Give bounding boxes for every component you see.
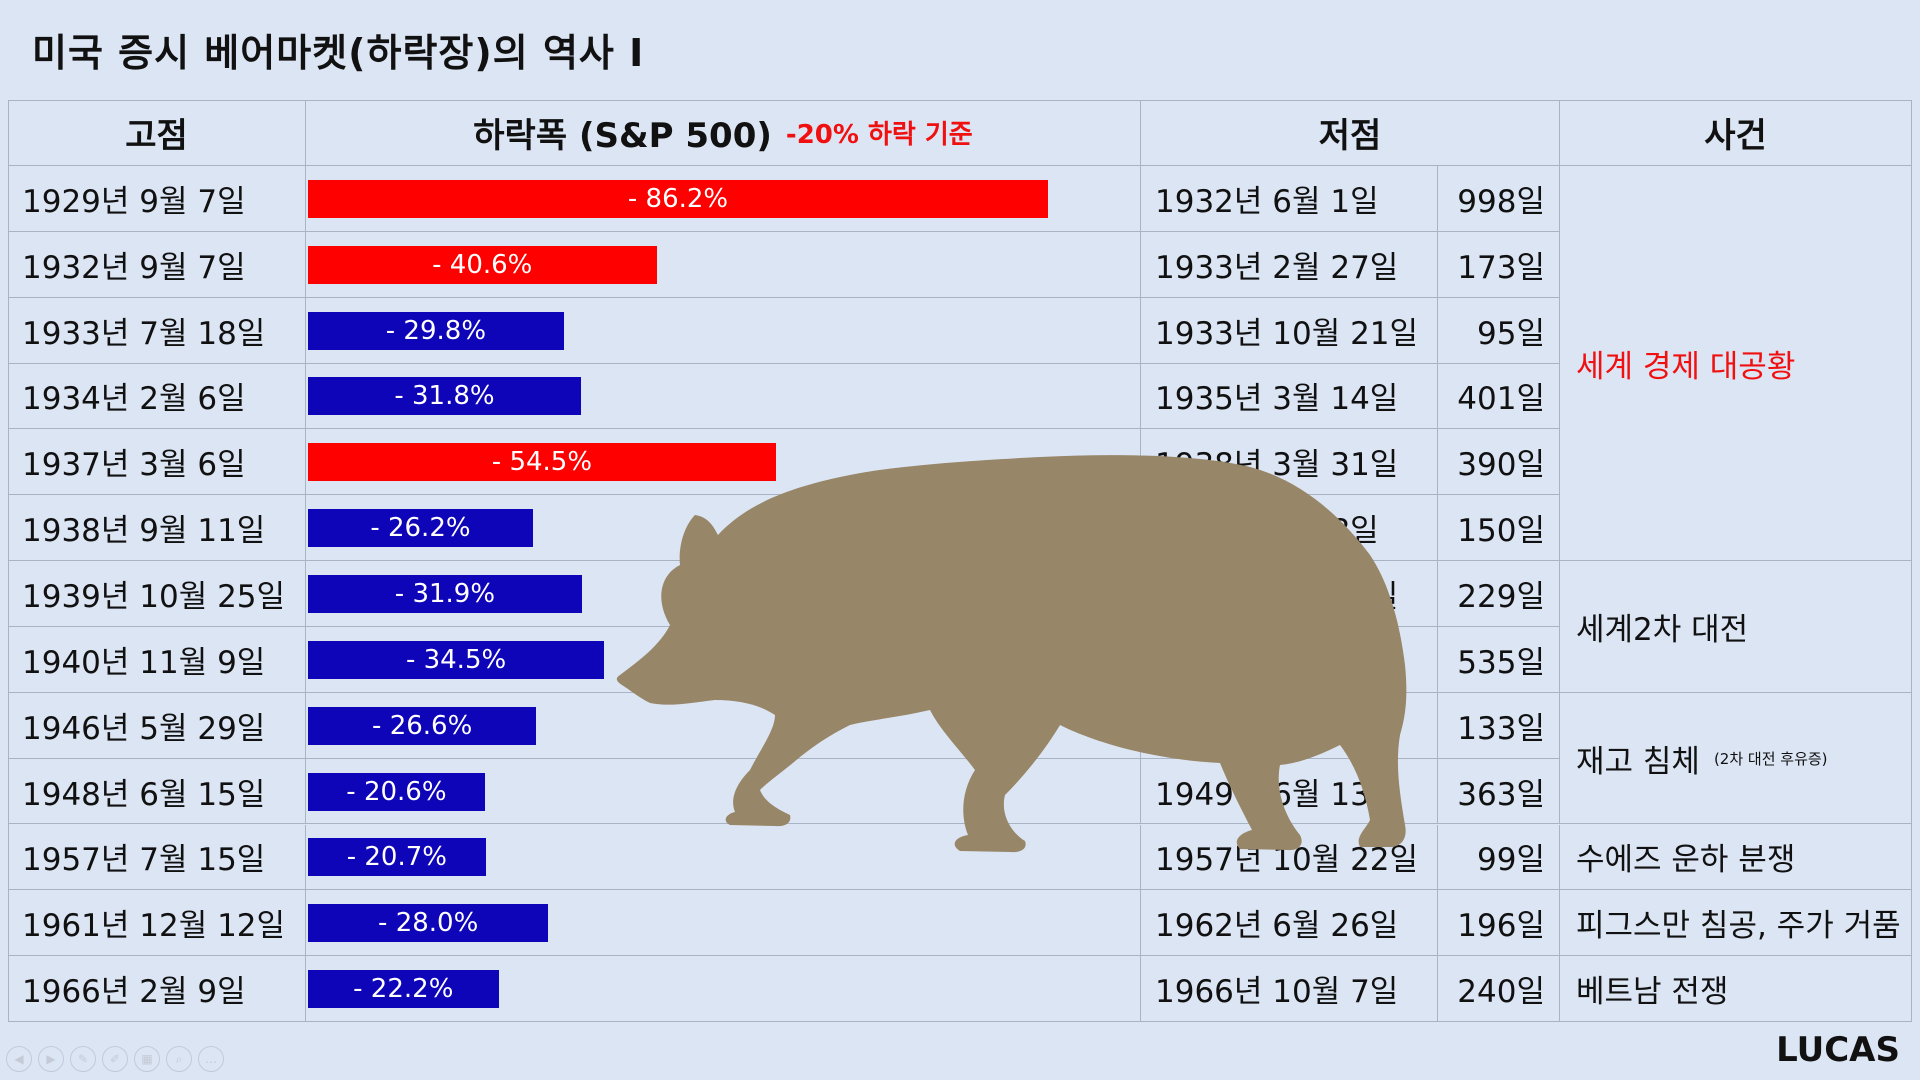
event-great-depression: 세계 경제 대공황 [1560,166,1912,562]
duration-days: 99일 [1438,824,1560,891]
peak-date: 1932년 9월 7일 [8,231,306,298]
header-drop: 하락폭 (S&P 500) -20% 하락 기준 [306,100,1141,166]
duration-days: 229일 [1438,561,1560,627]
header-drop-label: 하락폭 (S&P 500) [473,116,772,156]
low-date: 1935년 3월 14일 [1141,363,1438,430]
drop-cell [306,890,1141,957]
duration-days: 535일 [1438,626,1560,693]
drop-bar: - 29.8% [308,311,564,350]
duration-days: 95일 [1438,297,1560,364]
duration-days: 363일 [1438,758,1560,825]
peak-date: 1929년 9월 7일 [8,166,306,232]
drop-bar: - 26.6% [308,706,537,745]
next-icon[interactable]: ▶ [38,1046,64,1072]
drop-bar: - 40.6% [308,245,657,284]
peak-date: 1933년 7월 18일 [8,297,306,364]
peak-date: 1940년 11월 9일 [8,626,306,693]
event-suez-crisis: 수에즈 운하 분쟁 [1560,824,1912,891]
slides-icon[interactable]: ▦ [134,1046,160,1072]
low-date: 1933년 10월 21일 [1141,297,1438,364]
low-date: 1932년 6월 1일 [1141,166,1438,232]
drop-bar: - 31.9% [308,575,582,614]
peak-date: 1938년 9월 11일 [8,495,306,562]
duration-days: 390일 [1438,429,1560,496]
drop-bar: - 34.5% [308,640,605,679]
peak-date: 1961년 12월 12일 [8,890,306,957]
drop-bar: - 22.2% [308,970,499,1009]
drop-bar: - 20.7% [308,838,486,877]
low-date: 1933년 2월 27일 [1141,231,1438,298]
drop-cell [306,231,1141,298]
event-inventory-recession: 재고 침체 (2차 대전 후유증) [1560,692,1912,825]
duration-days: 150일 [1438,495,1560,562]
event-vietnam-war: 베트남 전쟁 [1560,956,1912,1023]
header-drop-note: -20% 하락 기준 [785,120,973,150]
event-inventory-recession-note: (2차 대전 후유증) [1713,749,1828,768]
drop-bar: - 54.5% [308,443,776,482]
low-date: 1966년 10월 7일 [1141,956,1438,1023]
event-inventory-recession-label: 재고 침체 [1576,743,1700,780]
peak-date: 1939년 10월 25일 [8,561,306,627]
drop-bar: - 28.0% [308,904,549,943]
edit-icon[interactable]: ✐ [102,1046,128,1072]
drop-cell [306,297,1141,364]
header-peak: 고점 [8,100,306,166]
drop-cell [306,824,1141,891]
page-title: 미국 증시 베어마켓(하락장)의 역사 Ⅰ [32,31,645,75]
pen-icon[interactable]: ✎ [70,1046,96,1072]
drop-bar: - 26.2% [308,509,533,548]
peak-date: 1934년 2월 6일 [8,363,306,430]
duration-days: 196일 [1438,890,1560,957]
peak-date: 1966년 2월 9일 [8,956,306,1023]
low-date: 1962년 6월 26일 [1141,890,1438,957]
peak-date: 1948년 6월 15일 [8,758,306,825]
duration-days: 173일 [1438,231,1560,298]
zoom-icon[interactable]: ⌕ [166,1046,192,1072]
bear-silhouette-icon [616,455,1407,853]
duration-days: 133일 [1438,692,1560,759]
drop-bar: - 31.8% [308,377,581,416]
peak-date: 1957년 7월 15일 [8,824,306,891]
slideshow-nav: ◀ ▶ ✎ ✐ ▦ ⌕ … [6,1046,224,1072]
event-ww2: 세계2차 대전 [1560,561,1912,693]
drop-bar: - 20.6% [308,772,485,811]
header-event: 사건 [1560,100,1912,166]
peak-date: 1946년 5월 29일 [8,692,306,759]
peak-date: 1937년 3월 6일 [8,429,306,496]
header-low: 저점 [1141,100,1560,166]
drop-cell [306,166,1141,232]
event-bay-of-pigs: 피그스만 침공, 주가 거품 [1560,890,1912,957]
drop-bar: - 86.2% [308,179,1048,218]
author-label: LUCAS [1776,1030,1900,1070]
duration-days: 240일 [1438,956,1560,1023]
duration-days: 401일 [1438,363,1560,430]
drop-cell [306,363,1141,430]
duration-days: 998일 [1438,166,1560,232]
drop-cell [306,758,1141,825]
more-icon[interactable]: … [198,1046,224,1072]
prev-icon[interactable]: ◀ [6,1046,32,1072]
